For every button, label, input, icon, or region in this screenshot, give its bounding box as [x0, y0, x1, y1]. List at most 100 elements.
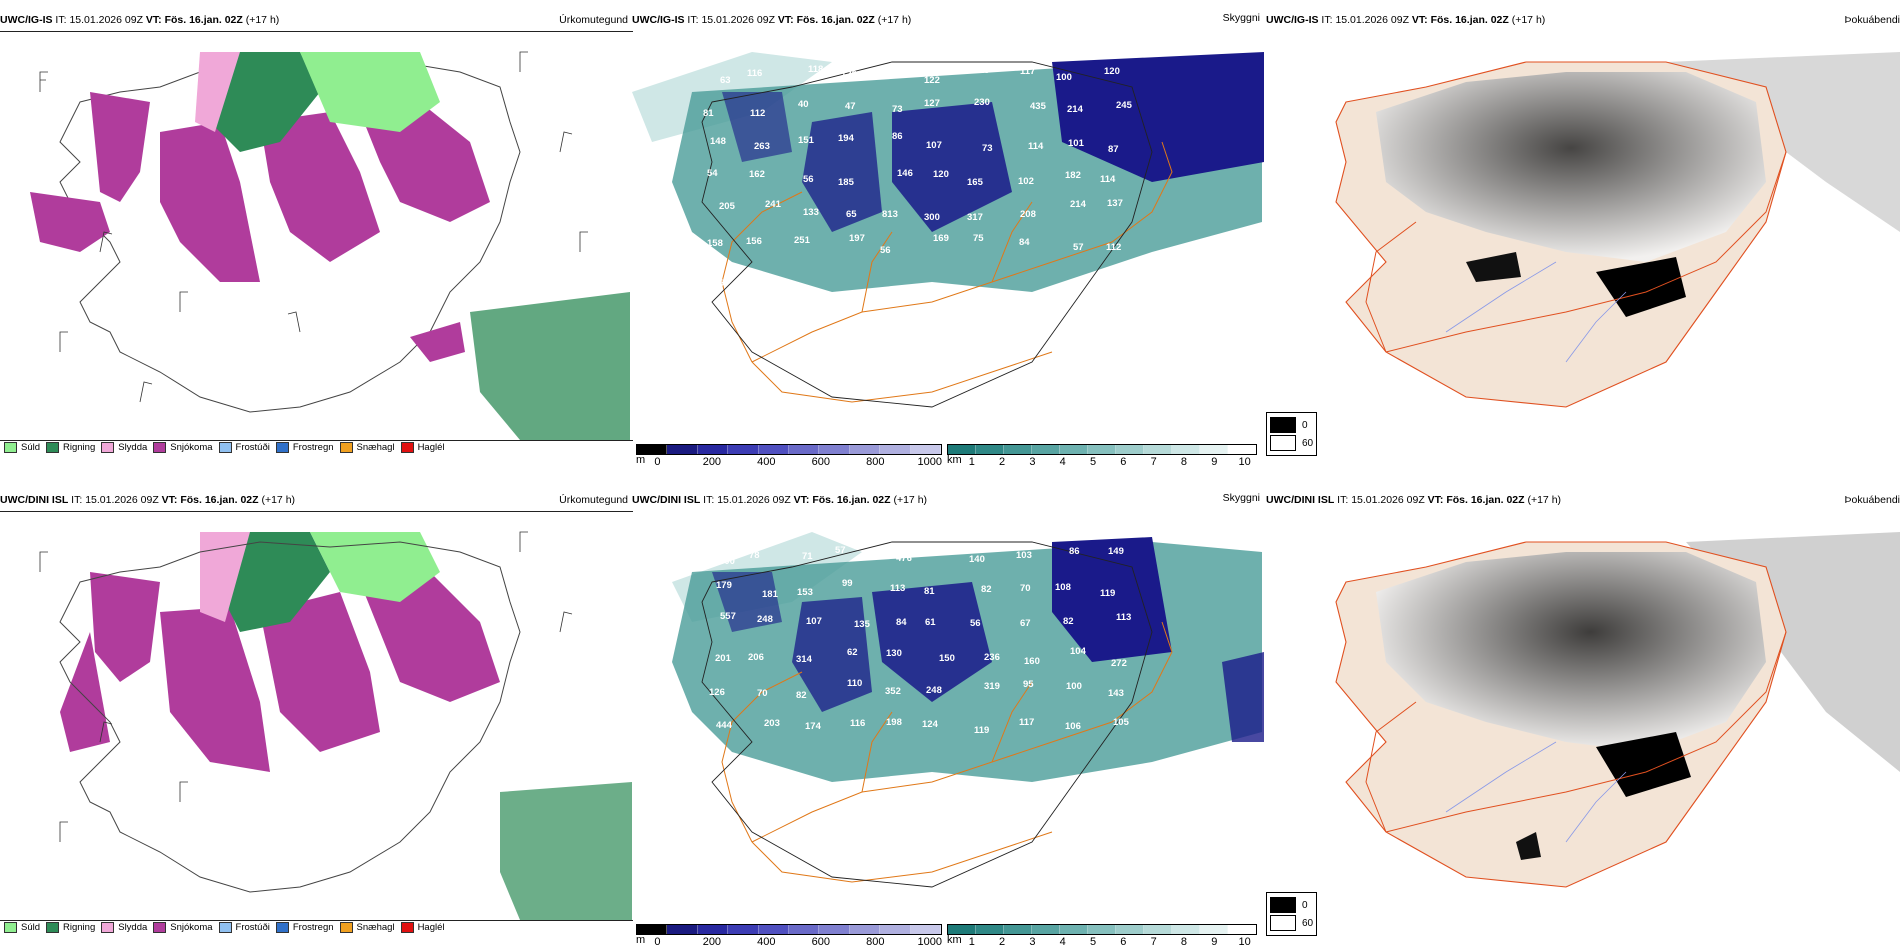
colorbar-tick-label: 4 — [1059, 456, 1066, 468]
visibility-label: 49 — [890, 65, 901, 76]
colorbar-tick-label: 200 — [702, 456, 722, 468]
visibility-label: 115 — [974, 65, 990, 76]
visibility-label: 86 — [1069, 546, 1080, 557]
colorbar-swatch — [1060, 925, 1088, 934]
visibility-label: 82 — [1063, 616, 1074, 627]
visibility-title: Skyggni — [1222, 492, 1260, 504]
colorbar-swatch — [697, 445, 729, 454]
visibility-label: 100 — [1066, 681, 1082, 692]
colorbar-swatch — [728, 445, 759, 454]
snow-pellets-swatch — [339, 922, 353, 933]
visibility-label: 352 — [885, 686, 901, 697]
colorbar-swatch — [637, 445, 668, 454]
visibility-label: 155 — [708, 278, 725, 289]
colorbar-swatch — [667, 445, 698, 454]
vt-label: VT: — [1411, 14, 1428, 26]
visibility-labels: 63 116 118 120 49 122 115 117 100 120 81 112 40 47 73 1… — [703, 64, 1133, 289]
colorbar-swatch — [849, 925, 881, 934]
visibility-label: 208 — [1020, 209, 1036, 220]
it-value: 15.01.2026 09Z — [701, 14, 775, 26]
legend-item-freezing-drizzle: Frostúði — [218, 442, 270, 453]
colorbar-swatch — [1088, 445, 1116, 454]
visibility-label: 108 — [1055, 582, 1071, 593]
drizzle-region — [300, 52, 440, 132]
visibility-colorbar-ticks: 1 2 3 4 5 6 7 8 9 10 — [947, 935, 1257, 949]
visibility-label: 112 — [1106, 242, 1121, 253]
sleet-swatch — [101, 922, 115, 933]
colorbar-swatch — [1144, 445, 1172, 454]
lead-time: (+17 h) — [1511, 14, 1546, 26]
visibility-label: 75 — [973, 233, 984, 244]
colorbar-tick-label: 2 — [999, 456, 1006, 468]
colorbar-tick-label: 7 — [1150, 936, 1157, 948]
fog-legend-high: 0 — [1270, 896, 1313, 914]
visibility-label: 245 — [1116, 100, 1133, 111]
colorbar-tick-label: 0 — [654, 456, 661, 468]
visibility-label: 67 — [1020, 618, 1031, 629]
fog-panel-row2: UWC/DINI ISL IT: 15.01.2026 09Z VT: Fös.… — [1266, 492, 1900, 944]
freezing-rain-swatch — [275, 922, 289, 933]
it-label: IT: — [1337, 494, 1349, 506]
panel-header: UWC/DINI ISL IT: 15.01.2026 09Z VT: Fös.… — [632, 492, 927, 508]
colorbar-swatch — [880, 445, 911, 454]
vt-value: Fös. 16.jan. 02Z — [180, 494, 259, 506]
panel-header: UWC/IG-IS IT: 15.01.2026 09Z VT: Fös. 16… — [0, 12, 279, 28]
visibility-label: 63 — [720, 75, 731, 86]
visibility-label: 84 — [896, 617, 907, 628]
visibility-label: 107 — [926, 140, 942, 151]
colorbar-tick-label: 600 — [811, 936, 830, 948]
visibility-label: 214 — [1067, 104, 1084, 115]
visibility-label: 82 — [981, 584, 992, 595]
visibility-label: 140 — [969, 554, 985, 565]
visibility-label: 248 — [926, 685, 942, 696]
colorbar-tick-label: 1000 — [917, 456, 942, 468]
it-label: IT: — [55, 14, 67, 26]
lead-time: (+17 h) — [245, 14, 280, 26]
visibility-label: 114 — [1100, 174, 1116, 185]
legend-label: Súld — [21, 922, 41, 933]
visibility-label: 300 — [924, 212, 940, 223]
visibility-unit: km — [947, 454, 962, 466]
model-name: UWC/DINI ISL — [1266, 494, 1335, 506]
legend-label: Rigning — [63, 922, 96, 933]
drizzle-swatch — [4, 922, 17, 933]
visibility-label: 179 — [716, 580, 732, 591]
vt-label: VT: — [145, 14, 162, 26]
visibility-panel-row2: UWC/DINI ISL IT: 15.01.2026 09Z VT: Fös.… — [632, 492, 1264, 948]
visibility-label: 236 — [984, 652, 1000, 663]
visibility-label: 112 — [750, 108, 765, 119]
visibility-labels: 300 78 71 57 476 121 140 103 86 149 179 181 153 99 113… — [709, 545, 1131, 769]
visibility-label: 214 — [1070, 199, 1087, 210]
colorbar-tick-label: 200 — [702, 936, 722, 948]
low-cloud-areas — [722, 52, 1264, 232]
visibility-label: 120 — [933, 169, 949, 180]
colorbar-tick-label: 6 — [1120, 936, 1127, 948]
visibility-label: 105 — [1113, 717, 1130, 728]
visibility-label: 241 — [765, 199, 782, 210]
fog-title: Þokuábendi — [1844, 14, 1900, 26]
visibility-label: 135 — [854, 619, 871, 630]
visibility-label: 160 — [1024, 656, 1040, 667]
visibility-label: 314 — [796, 654, 813, 665]
colorbar-tick-label: 1 — [968, 456, 975, 468]
colorbar-tick-label: 10 — [1238, 936, 1251, 948]
colorbar-tick-label: 7 — [1150, 456, 1157, 468]
fog-legend-low-label: 60 — [1302, 917, 1314, 929]
vt-value: Fös. 16.jan. 02Z — [796, 14, 875, 26]
legend-label: Haglél — [417, 922, 445, 933]
vt-label: VT: — [161, 494, 178, 506]
colorbar-swatch — [1004, 445, 1032, 454]
vt-value: Fös. 16.jan. 02Z — [1446, 494, 1525, 506]
colorbar-swatch — [1004, 925, 1032, 934]
visibility-label: 169 — [933, 233, 949, 244]
visibility-label: 118 — [808, 64, 823, 75]
drizzle-swatch — [4, 442, 17, 453]
legend-label: Slydda — [118, 922, 148, 933]
visibility-label: 102 — [1018, 176, 1034, 187]
visibility-label: 56 — [880, 245, 891, 256]
it-value: 15.01.2026 09Z — [1335, 14, 1409, 26]
visibility-label: 100 — [1056, 72, 1072, 83]
visibility-label: 78 — [749, 550, 760, 561]
precip-type-map — [0, 511, 633, 921]
panel-header: UWC/DINI ISL IT: 15.01.2026 09Z VT: Fös.… — [0, 492, 295, 508]
